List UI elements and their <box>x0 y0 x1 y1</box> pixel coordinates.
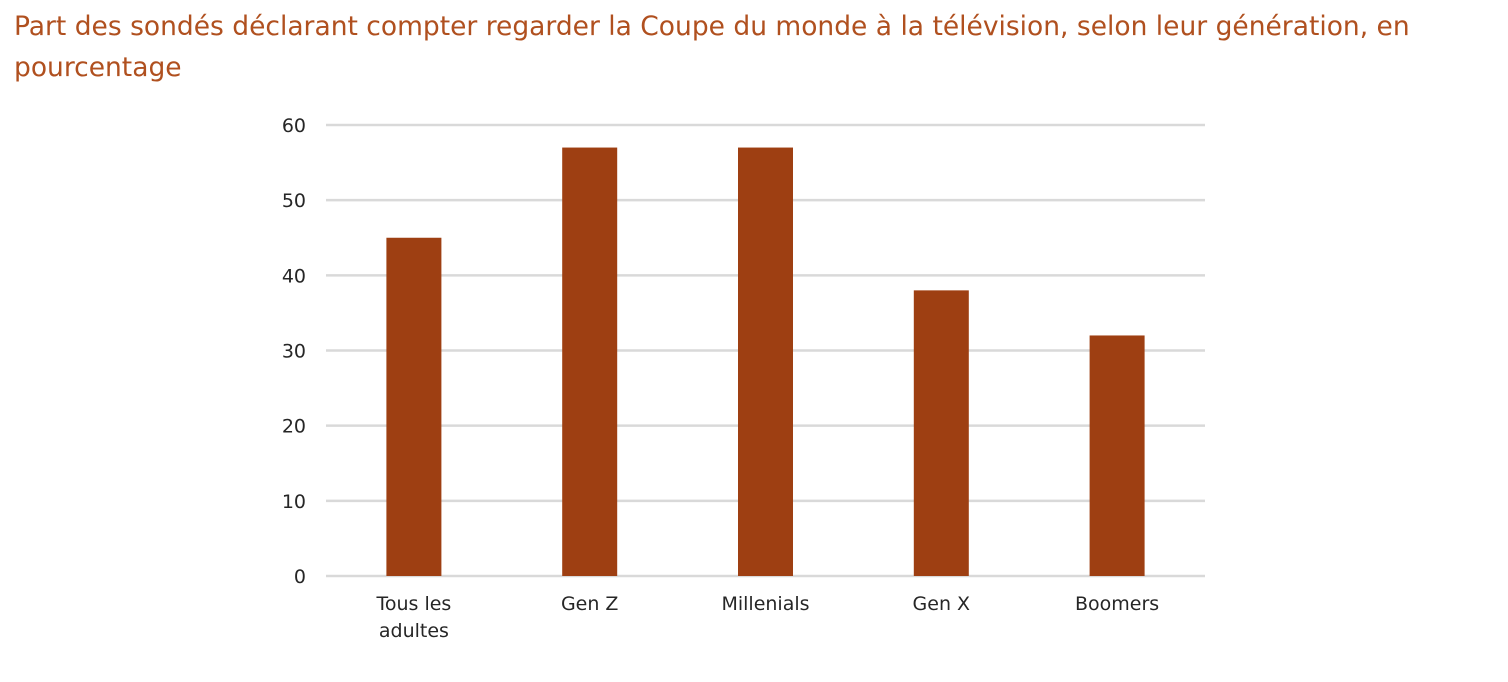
bars <box>386 147 1145 577</box>
x-category-label-4: Boomers <box>1075 593 1159 615</box>
y-tick-label-10: 10 <box>282 491 306 513</box>
bar-2 <box>738 147 793 577</box>
y-tick-label-0: 0 <box>294 566 306 588</box>
y-axis-ticks: 0 10 20 30 40 50 60 <box>282 115 306 588</box>
y-tick-label-40: 40 <box>282 265 306 287</box>
y-tick-label-60: 60 <box>282 115 306 137</box>
y-tick-label-50: 50 <box>282 190 306 212</box>
x-category-label-1: Gen Z <box>561 593 619 615</box>
bar-3 <box>913 290 969 576</box>
bar-0 <box>386 237 442 576</box>
y-tick-label-30: 30 <box>282 341 306 363</box>
x-axis-categories: Tous les adultes Gen Z Millenials Gen X Boome… <box>375 593 1159 642</box>
x-category-label-0: Tous les adultes <box>375 593 451 642</box>
bar-1 <box>562 147 618 577</box>
y-tick-label-20: 20 <box>282 416 306 438</box>
bar-4 <box>1089 335 1145 576</box>
x-category-label-2: Millenials <box>721 593 809 615</box>
chart-title: Part des sondés déclarant compter regard… <box>14 11 1410 83</box>
x-category-label-3: Gen X <box>913 593 971 615</box>
